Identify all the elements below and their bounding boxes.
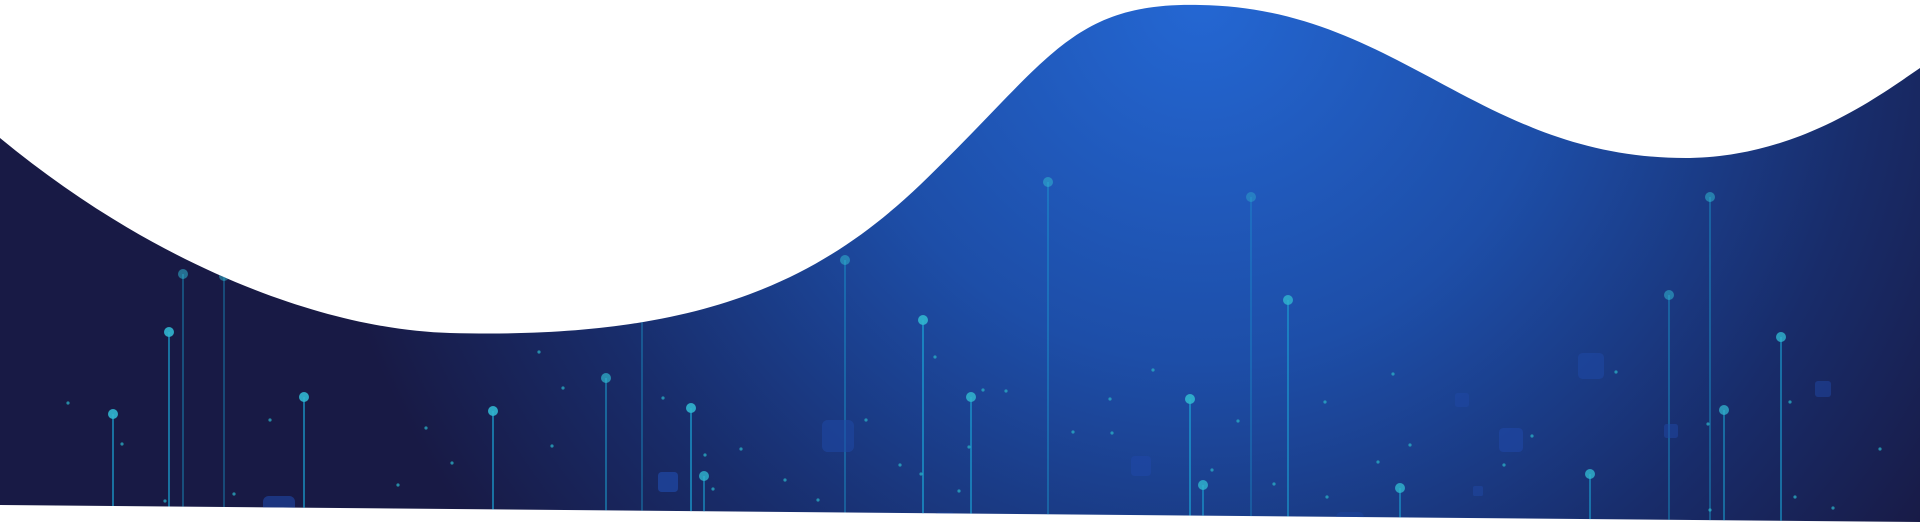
pin-dot [1705, 192, 1715, 202]
decorative-speck [66, 401, 70, 405]
decorative-speck [1236, 419, 1240, 423]
decorative-speck [561, 386, 565, 390]
pin-dot [601, 373, 611, 383]
pin-dot [686, 403, 696, 413]
decorative-speck [919, 472, 923, 476]
decorative-speck [898, 463, 902, 467]
decorative-speck [550, 444, 554, 448]
decorative-speck [783, 478, 787, 482]
decorative-speck [1502, 463, 1506, 467]
decorative-speck [1004, 389, 1008, 393]
decorative-speck [424, 426, 428, 430]
decorative-speck [1110, 431, 1114, 435]
decorative-speck [1614, 370, 1618, 374]
decorative-speck [1071, 430, 1075, 434]
decorative-speck [711, 487, 715, 491]
pin-dot [1198, 480, 1208, 490]
decorative-speck [1376, 460, 1380, 464]
pin-dot [488, 406, 498, 416]
decorative-speck [1325, 495, 1329, 499]
decorative-speck [450, 461, 454, 465]
decorative-speck [739, 447, 743, 451]
decorative-square [1815, 381, 1831, 397]
pin-dot [1585, 469, 1595, 479]
pin-dot [108, 409, 118, 419]
decorative-speck [1708, 508, 1712, 512]
decorative-square [658, 472, 678, 492]
pin-dot [699, 471, 709, 481]
decorative-speck [1391, 372, 1395, 376]
decorative-speck [1108, 397, 1112, 401]
decorative-square [1664, 424, 1678, 438]
decorative-speck [1151, 368, 1155, 372]
decorative-speck [163, 499, 167, 503]
decorative-speck [120, 442, 124, 446]
decorative-speck [816, 498, 820, 502]
decorative-speck [232, 492, 236, 496]
decorative-speck [864, 418, 868, 422]
decorative-square [1473, 486, 1483, 496]
decorative-speck [1831, 506, 1835, 510]
pin-dot [1185, 394, 1195, 404]
decorative-speck [1793, 495, 1797, 499]
pin-dot [164, 327, 174, 337]
decorative-speck [933, 355, 937, 359]
pin-dot [1719, 405, 1729, 415]
decorative-speck [1272, 482, 1276, 486]
decorative-speck [1530, 434, 1534, 438]
decorative-square [1131, 456, 1151, 476]
pin-dot [299, 392, 309, 402]
pin-dot [1395, 483, 1405, 493]
decorative-speck [703, 453, 707, 457]
decorative-square [822, 420, 854, 452]
decorative-speck [1210, 468, 1214, 472]
pin-dot [1283, 295, 1293, 305]
pin-dot [1776, 332, 1786, 342]
decorative-speck [967, 445, 971, 449]
decorative-speck [981, 388, 985, 392]
decorative-speck [1323, 400, 1327, 404]
decorative-speck [957, 489, 961, 493]
pin-dot [1246, 192, 1256, 202]
wave-shape [0, 4, 1920, 523]
decorative-square [1455, 393, 1469, 407]
pin-dot [966, 392, 976, 402]
pin-dot [918, 315, 928, 325]
decorative-speck [396, 483, 400, 487]
pin-dot [1664, 290, 1674, 300]
decorative-speck [1788, 400, 1792, 404]
pin-dot [1043, 177, 1053, 187]
pin-dot [840, 255, 850, 265]
decorative-speck [1878, 447, 1882, 451]
decorative-speck [661, 396, 665, 400]
pin-dot [178, 269, 188, 279]
decorative-speck [537, 350, 541, 354]
decorative-square [1578, 353, 1604, 379]
decorative-speck [268, 418, 272, 422]
decorative-speck [1408, 443, 1412, 447]
decorative-square [1499, 428, 1523, 452]
decorative-speck [1706, 422, 1710, 426]
